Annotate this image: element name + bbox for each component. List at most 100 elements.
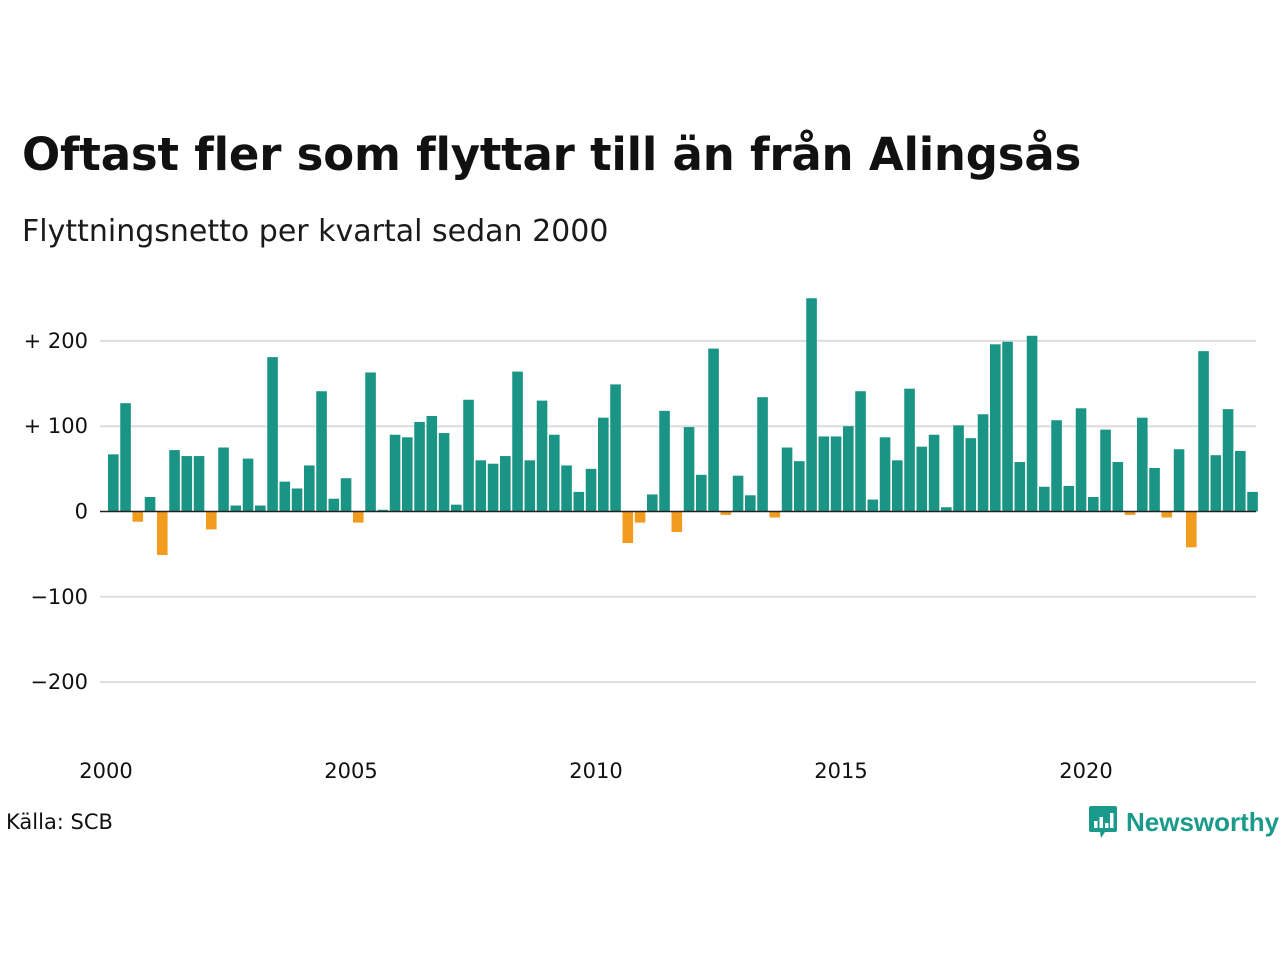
chart-subtitle: Flyttningsnetto per kvartal sedan 2000 [22,214,609,249]
x-tick-label: 2015 [814,759,867,783]
bar-chart: + 200 + 100 0 −100 −200 2000 2005 2010 2015 2020 [24,298,1258,783]
bar [536,400,548,512]
x-tick-label: 2020 [1059,759,1112,783]
bar [1112,462,1124,512]
bar [781,447,793,512]
bar [267,357,278,512]
bar [426,415,438,512]
bar [1100,429,1111,512]
source-note: Källa: SCB [6,810,113,834]
bar [206,511,217,530]
bar [230,505,242,512]
bar [708,348,719,512]
bar [843,426,854,512]
bar [120,403,131,512]
bar [279,481,291,512]
chart-title: Oftast fler som flyttar till än från Ali… [22,128,1082,181]
bar [1186,511,1197,548]
bar [353,511,364,523]
bar [720,511,732,515]
bar [683,427,695,512]
bar [108,454,119,512]
x-axis-tick-labels: 2000 2005 2010 2015 2020 [79,759,1112,783]
bar [328,498,340,512]
y-tick-label: −200 [30,670,88,694]
brand[interactable]: Newsworthy [1088,804,1279,840]
bar [561,465,572,512]
bar [524,460,536,512]
bar [1198,351,1209,512]
bar [144,497,156,512]
bar [1161,511,1173,518]
bar [1210,455,1222,512]
bar [806,298,817,512]
bar [487,463,499,512]
bar [1051,420,1062,512]
bar [1137,417,1148,512]
bar [475,460,487,512]
bar [512,371,523,512]
bar [1088,497,1099,512]
bar [132,511,144,522]
bar [977,414,989,512]
bar [769,511,781,518]
y-tick-label: + 100 [24,414,88,438]
bar [1063,485,1075,512]
bar [941,507,952,512]
x-tick-label: 2005 [324,759,377,783]
bar [463,399,474,512]
bar [879,437,891,512]
bar [1173,449,1185,512]
bar [193,456,205,512]
bar [500,456,511,512]
bar [181,456,193,512]
bar [598,417,609,512]
bar [990,344,1001,512]
bar [1026,335,1038,512]
bar [157,511,168,555]
bar [953,425,964,512]
bar [585,468,597,512]
bar [377,509,389,512]
bar [965,438,977,512]
bar [696,474,707,512]
bar [928,434,940,512]
bar [389,434,401,512]
bar [671,511,683,532]
bar [402,437,413,512]
y-tick-label: + 200 [24,329,88,353]
y-axis-tick-labels: + 200 + 100 0 −100 −200 [24,329,88,694]
bar [855,391,866,512]
bar [794,461,805,512]
bar [830,436,842,512]
y-tick-label: −100 [30,585,88,609]
bar [1124,511,1136,515]
bar [414,421,425,512]
bar [1075,408,1087,512]
bar [340,478,352,512]
bar [1222,409,1234,512]
bar [757,397,768,512]
bar [1002,341,1013,512]
bar [904,388,915,512]
bar [291,488,303,512]
bars [108,298,1258,555]
x-tick-label: 2000 [79,759,132,783]
bar [745,495,756,512]
bar [610,384,621,512]
bar [659,410,670,512]
bar [1039,486,1050,512]
bar [573,491,585,512]
bar [818,436,830,512]
grid-lines [100,339,1256,684]
bar [169,450,180,512]
brand-name: Newsworthy [1126,806,1280,837]
bar [892,460,903,512]
bar [218,447,229,512]
bar [1235,450,1246,512]
bar [1247,491,1258,512]
bar [1149,468,1160,512]
bar [916,446,928,512]
bar [304,465,315,512]
bar [634,511,646,523]
